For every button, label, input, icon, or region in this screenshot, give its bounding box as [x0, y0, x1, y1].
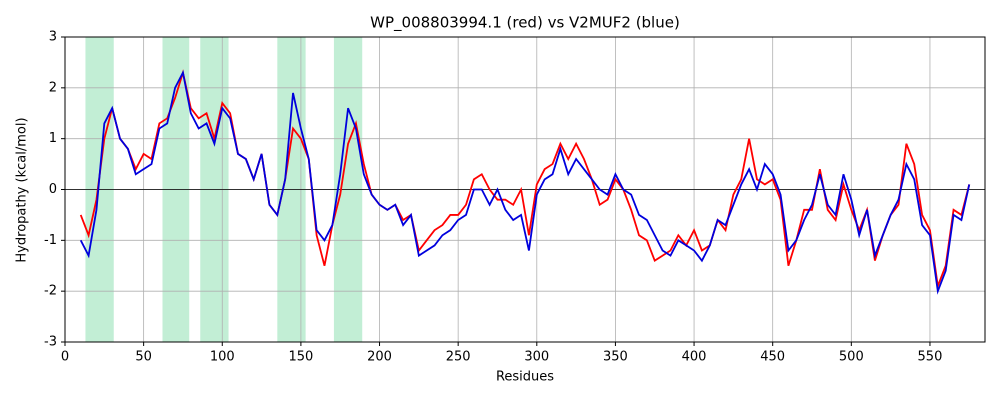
x-tick-label: 0 — [61, 350, 69, 365]
y-axis-label: Hydropathy (kcal/mol) — [15, 117, 30, 262]
x-tick-label: 500 — [839, 350, 864, 365]
x-tick-label: 550 — [918, 350, 943, 365]
x-tick-label: 150 — [288, 350, 313, 365]
x-tick-label: 100 — [210, 350, 235, 365]
x-tick-label: 400 — [682, 350, 707, 365]
data-line — [79, 69, 971, 295]
x-axis-label: Residues — [496, 370, 554, 385]
y-tick-label: 2 — [49, 80, 57, 95]
x-tick-label: 350 — [603, 350, 628, 365]
y-tick-label: -2 — [44, 284, 57, 299]
y-tick-label: -3 — [44, 335, 57, 350]
x-tick-label: 450 — [760, 350, 785, 365]
x-tick-label: 50 — [135, 350, 152, 365]
y-tick-label: 0 — [49, 182, 57, 197]
y-tick-label: 1 — [49, 131, 57, 146]
chart-title: WP_008803994.1 (red) vs V2MUF2 (blue) — [370, 14, 680, 33]
plot-frame — [64, 36, 986, 343]
x-tick-label: 250 — [446, 350, 471, 365]
y-tick-label: 3 — [49, 30, 57, 45]
x-tick-label: 300 — [524, 350, 549, 365]
x-tick-label: 200 — [367, 350, 392, 365]
y-tick-label: -1 — [44, 233, 57, 248]
